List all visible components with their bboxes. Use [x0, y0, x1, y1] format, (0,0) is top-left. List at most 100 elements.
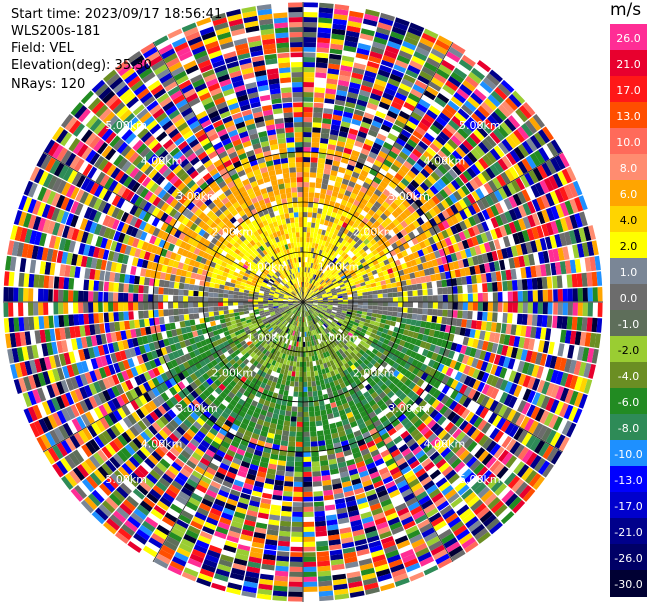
velocity-bin	[535, 265, 542, 277]
velocity-bin	[333, 300, 338, 302]
velocity-bin	[342, 295, 348, 298]
velocity-bin	[506, 182, 517, 195]
velocity-bin	[545, 382, 555, 397]
velocity-bin	[444, 196, 454, 207]
velocity-bin	[316, 42, 330, 49]
velocity-bin	[353, 229, 360, 236]
velocity-bin	[411, 201, 420, 211]
velocity-bin	[317, 296, 323, 299]
velocity-bin	[490, 375, 499, 387]
velocity-bin	[303, 42, 316, 48]
velocity-bin	[347, 306, 353, 310]
velocity-bin	[337, 230, 343, 237]
velocity-bin	[289, 571, 303, 577]
velocity-bin	[300, 346, 303, 352]
velocity-bin	[398, 203, 407, 212]
velocity-bin	[365, 315, 372, 320]
velocity-bin	[554, 261, 562, 275]
velocity-bin	[329, 238, 335, 244]
velocity-bin	[168, 309, 174, 316]
velocity-bin	[458, 198, 468, 210]
velocity-bin	[450, 204, 459, 215]
velocity-bin	[398, 244, 406, 252]
velocity-bin	[340, 324, 347, 330]
velocity-bin	[309, 426, 317, 432]
velocity-bin	[522, 101, 536, 116]
velocity-bin	[480, 273, 487, 283]
velocity-bin	[355, 135, 366, 144]
velocity-bin	[292, 366, 297, 372]
velocity-bin	[466, 136, 478, 148]
velocity-bin	[441, 127, 454, 139]
velocity-bin	[339, 272, 345, 278]
velocity-bin	[559, 261, 567, 275]
velocity-bin	[454, 111, 467, 124]
velocity-bin	[307, 283, 311, 288]
velocity-bin	[349, 329, 355, 335]
velocity-bin	[474, 245, 482, 255]
velocity-bin	[433, 345, 441, 354]
velocity-bin	[349, 317, 356, 322]
velocity-bin	[406, 285, 413, 291]
velocity-bin	[412, 220, 421, 229]
velocity-bin	[401, 347, 408, 354]
velocity-bin	[500, 419, 511, 433]
velocity-bin	[417, 121, 429, 132]
velocity-bin	[319, 255, 324, 261]
velocity-bin	[297, 416, 303, 422]
velocity-bin	[384, 233, 392, 241]
velocity-bin	[332, 294, 338, 298]
velocity-bin	[303, 92, 314, 98]
velocity-bin	[479, 80, 494, 94]
velocity-bin	[310, 252, 314, 258]
velocity-bin	[326, 292, 332, 296]
velocity-bin	[354, 319, 360, 324]
velocity-bin	[446, 51, 461, 63]
velocity-bin	[485, 321, 492, 332]
velocity-bin	[455, 251, 463, 261]
velocity-bin	[377, 69, 391, 78]
velocity-bin	[562, 246, 570, 260]
velocity-bin	[339, 70, 352, 77]
velocity-bin	[513, 206, 523, 220]
velocity-bin	[372, 302, 378, 306]
velocity-bin	[492, 128, 505, 142]
velocity-bin	[508, 93, 522, 108]
velocity-bin	[391, 26, 407, 36]
velocity-bin	[539, 353, 548, 367]
velocity-bin	[303, 476, 312, 482]
velocity-bin	[473, 129, 485, 141]
velocity-bin	[340, 183, 348, 190]
velocity-bin	[293, 491, 303, 497]
velocity-bin	[303, 157, 311, 163]
velocity-bin	[312, 303, 318, 305]
velocity-bin	[335, 213, 342, 220]
velocity-bin	[510, 245, 519, 257]
velocity-bin	[366, 235, 374, 242]
velocity-bin	[441, 384, 450, 395]
velocity-bin	[344, 318, 350, 323]
velocity-bin	[460, 345, 468, 355]
velocity-bin	[549, 190, 560, 205]
velocity-bin	[321, 183, 328, 190]
velocity-bin	[425, 321, 432, 329]
velocity-bin	[530, 326, 537, 339]
velocity-bin	[469, 246, 477, 257]
velocity-bin	[542, 302, 548, 315]
velocity-bin	[309, 257, 313, 263]
velocity-bin	[303, 571, 317, 577]
velocity-bin	[554, 401, 565, 416]
velocity-bin	[445, 367, 454, 377]
velocity-bin	[209, 316, 215, 322]
velocity-bin	[539, 179, 550, 194]
velocity-bin	[466, 356, 475, 367]
velocity-bin	[485, 230, 494, 242]
velocity-bin	[426, 146, 437, 157]
velocity-bin	[534, 182, 545, 196]
velocity-bin	[569, 214, 579, 229]
velocity-bin	[401, 78, 414, 88]
velocity-bin	[427, 175, 437, 185]
velocity-bin	[322, 298, 328, 300]
velocity-bin	[312, 274, 316, 280]
velocity-bin	[317, 570, 332, 577]
